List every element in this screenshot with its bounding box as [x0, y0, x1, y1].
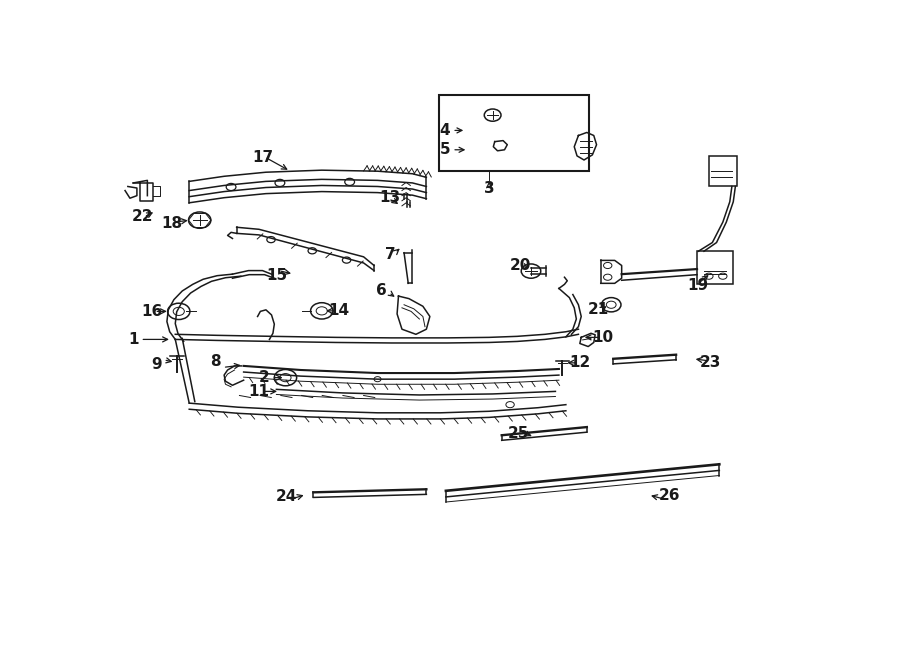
- Text: 24: 24: [275, 489, 297, 504]
- FancyBboxPatch shape: [709, 156, 737, 187]
- Text: 25: 25: [508, 426, 529, 441]
- Text: 11: 11: [248, 384, 269, 399]
- Text: 15: 15: [266, 267, 287, 283]
- Text: 7: 7: [384, 247, 395, 262]
- Text: 20: 20: [510, 258, 531, 273]
- Text: 2: 2: [259, 370, 270, 385]
- FancyBboxPatch shape: [439, 95, 589, 171]
- Text: 13: 13: [379, 190, 400, 205]
- Text: 26: 26: [659, 489, 680, 503]
- Text: 21: 21: [589, 303, 609, 318]
- Text: 6: 6: [376, 283, 387, 299]
- Text: 9: 9: [151, 357, 161, 372]
- Text: 12: 12: [570, 355, 591, 370]
- Text: 23: 23: [700, 355, 722, 370]
- Text: 1: 1: [128, 332, 139, 347]
- FancyBboxPatch shape: [697, 251, 734, 285]
- Text: 16: 16: [142, 304, 163, 319]
- Text: 4: 4: [439, 123, 450, 138]
- Text: 14: 14: [328, 303, 349, 318]
- Text: 22: 22: [131, 209, 153, 224]
- Text: 17: 17: [252, 150, 273, 165]
- Text: 3: 3: [484, 181, 494, 196]
- Text: 10: 10: [592, 330, 613, 345]
- Text: 18: 18: [161, 216, 183, 231]
- Text: 19: 19: [687, 277, 708, 293]
- Text: 5: 5: [439, 142, 450, 158]
- Text: 8: 8: [211, 354, 220, 369]
